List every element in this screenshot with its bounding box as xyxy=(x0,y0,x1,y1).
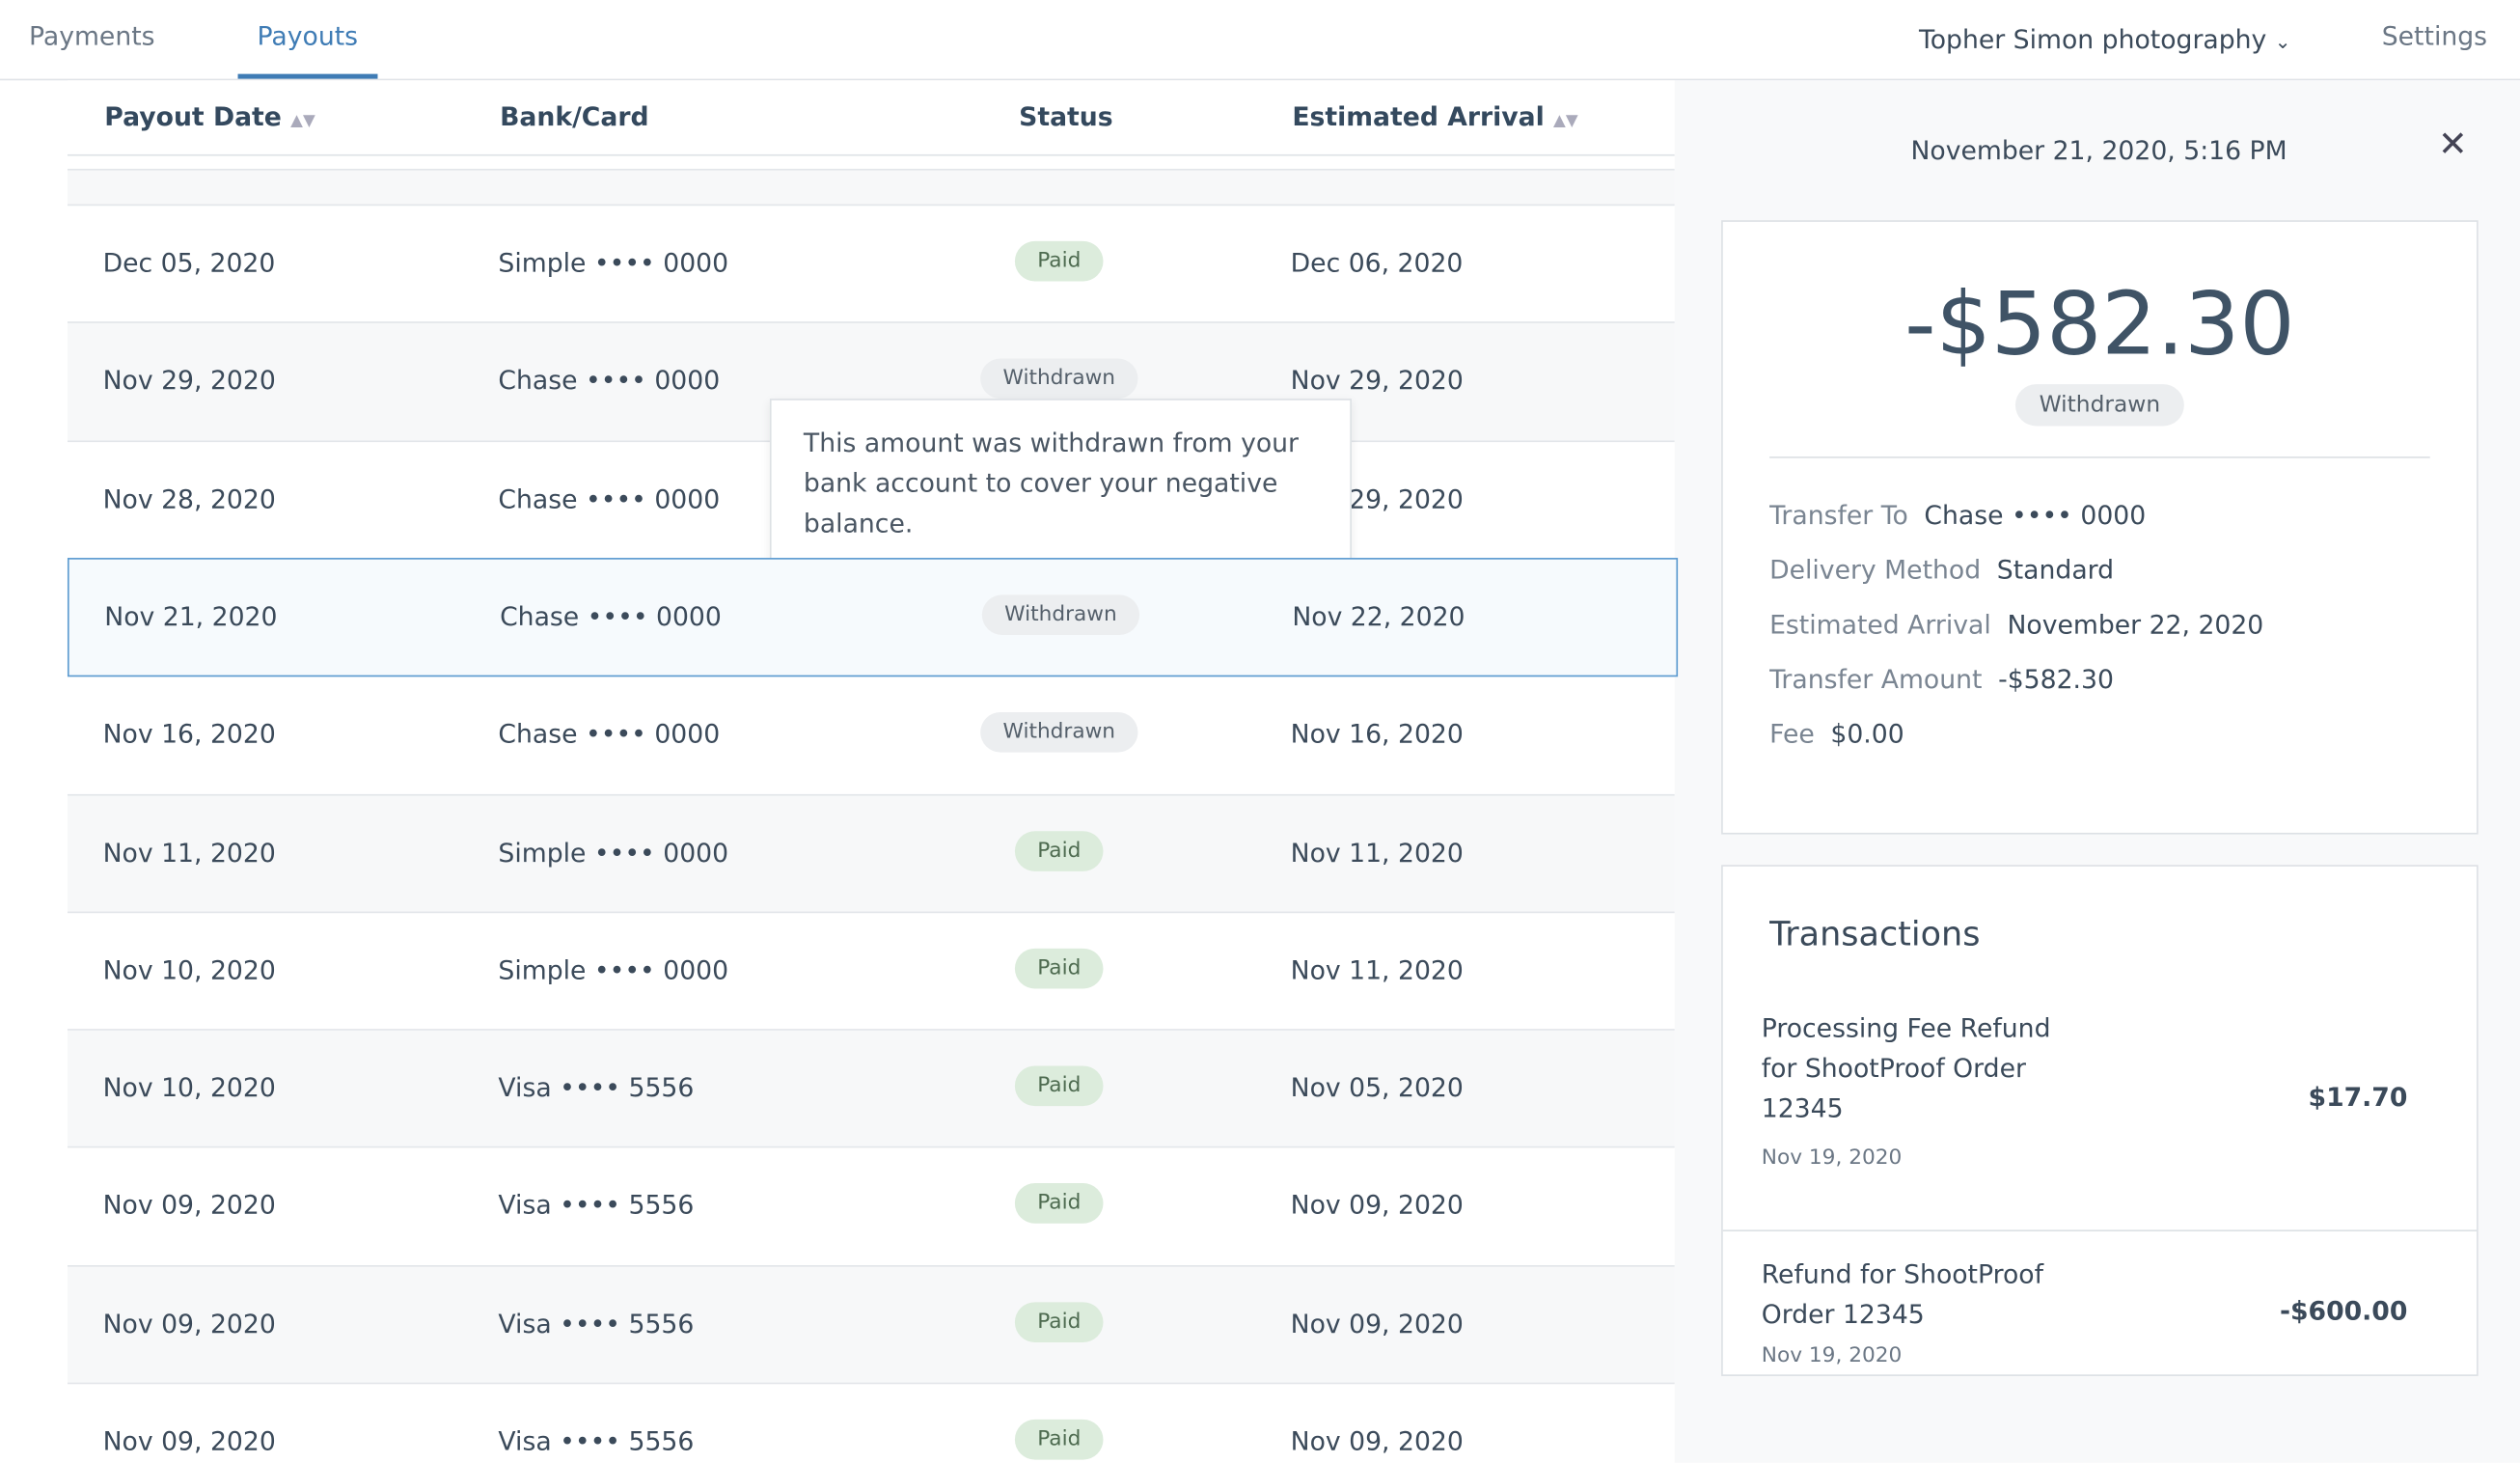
col-header-text: Estimated Arrival xyxy=(1292,100,1545,132)
field-value: November 22, 2020 xyxy=(2007,609,2264,640)
field-label: Delivery Method xyxy=(1769,554,1982,586)
table-row[interactable]: Nov 11, 2020 Simple •••• 0000 Paid Nov 11, … xyxy=(67,793,1675,913)
field-label: Fee xyxy=(1769,718,1815,750)
transaction-description: Refund for ShootProof Order 12345 xyxy=(1761,1258,2043,1330)
table-row[interactable]: Nov 09, 2020 Visa •••• 5556 Paid Nov 09, 20… xyxy=(67,1264,1675,1384)
bank-card: Chase •••• 0000 xyxy=(498,483,721,514)
bank-card: Chase •••• 0000 xyxy=(498,365,721,397)
payout-date: Dec 05, 2020 xyxy=(102,247,276,279)
tooltip: This amount was withdrawn from your bank… xyxy=(769,399,1352,573)
arrival-date: Nov 09, 2020 xyxy=(1290,1308,1464,1339)
status-badge: Paid xyxy=(1014,1065,1104,1107)
field-value: $0.00 xyxy=(1830,718,1904,750)
arrival-date: Nov 11, 2020 xyxy=(1290,837,1464,868)
account-name: Topher Simon photography xyxy=(1918,23,2267,55)
payout-date: Nov 10, 2020 xyxy=(102,1072,276,1103)
detail-status: Withdrawn xyxy=(2014,384,2185,427)
status-badge: Paid xyxy=(1014,948,1104,989)
payout-date: Nov 09, 2020 xyxy=(102,1190,276,1222)
col-header[interactable]: Payout Date ▲▼ xyxy=(104,100,315,132)
bank-card: Visa •••• 5556 xyxy=(498,1308,695,1339)
arrival-date: Nov 09, 2020 xyxy=(1290,1190,1464,1222)
tab[interactable]: Payments xyxy=(28,20,155,52)
status-badge: Paid xyxy=(1014,1419,1104,1460)
transaction-amount: -$600.00 xyxy=(2279,1295,2408,1327)
transactions-card: Transactions Processing Fee Refund for S… xyxy=(1721,865,2479,1376)
detail-date: November 21, 2020, 5:16 PM xyxy=(1910,134,2287,166)
divider xyxy=(1769,456,2430,458)
bank-card: Simple •••• 0000 xyxy=(498,837,729,868)
tab-active[interactable]: Payouts xyxy=(257,20,359,52)
nav-divider xyxy=(0,78,2520,81)
detail-field: Fee $0.00 xyxy=(1769,719,2477,751)
summary-card: -$582.30 Withdrawn Transfer To Chase ••••… xyxy=(1721,220,2479,835)
table-row[interactable]: Nov 10, 2020 Simple •••• 0000 Paid Nov 11, … xyxy=(67,911,1675,1031)
payout-date: Nov 29, 2020 xyxy=(102,365,276,397)
detail-amount: -$582.30 xyxy=(1904,273,2295,375)
arrival-date: Nov 09, 2020 xyxy=(1290,1425,1464,1457)
col-header: Status xyxy=(1019,100,1113,132)
payout-date: Nov 10, 2020 xyxy=(102,954,276,985)
status-badge: Withdrawn xyxy=(981,594,1140,635)
bank-card: Visa •••• 5556 xyxy=(498,1072,695,1103)
transaction-description: Processing Fee Refund for ShootProof Ord… xyxy=(1761,1012,2051,1124)
detail-field: Estimated Arrival November 22, 2020 xyxy=(1769,609,2477,641)
bank-card: Chase •••• 0000 xyxy=(498,718,721,750)
col-header[interactable]: Estimated Arrival ▲▼ xyxy=(1292,100,1578,132)
status-badge: Paid xyxy=(1014,240,1104,282)
field-label: Transfer Amount xyxy=(1769,663,1983,695)
transaction: Refund for ShootProof Order 12345 Nov 19,… xyxy=(1722,1229,2478,1405)
detail-field: Delivery Method Standard xyxy=(1769,555,2477,587)
table-row[interactable]: Nov 10, 2020 Visa •••• 5556 Paid Nov 05, 20… xyxy=(67,1029,1675,1148)
status-badge: Withdrawn xyxy=(980,712,1138,753)
col-header-text: Payout Date xyxy=(104,100,282,132)
payout-date: Nov 09, 2020 xyxy=(102,1308,276,1339)
table-row[interactable]: Nov 21, 2020 Chase •••• 0000 Withdrawn Nov … xyxy=(67,557,1679,677)
close-button[interactable]: ✕ xyxy=(2438,124,2468,166)
arrival-date: Dec 06, 2020 xyxy=(1290,247,1464,279)
table-header xyxy=(67,80,1675,156)
bank-card: Visa •••• 5556 xyxy=(498,1190,695,1222)
transaction-amount: $17.70 xyxy=(2308,1082,2408,1113)
field-value: Chase •••• 0000 xyxy=(1924,500,2147,531)
status-badge: Paid xyxy=(1014,1183,1104,1225)
col-header: Bank/Card xyxy=(500,100,649,132)
status-badge: Paid xyxy=(1014,1301,1104,1342)
payout-table: Dec 05, 2020 Simple •••• 0000 Paid Dec 06, … xyxy=(0,80,1679,1463)
table-row[interactable]: Nov 16, 2020 Chase •••• 0000 Withdrawn Nov … xyxy=(67,675,1675,795)
detail-field: Transfer To Chase •••• 0000 xyxy=(1769,500,2477,532)
settings-link[interactable]: Settings xyxy=(2381,20,2488,52)
transaction-date: Nov 19, 2020 xyxy=(1761,1343,1903,1368)
detail-field: Transfer Amount -$582.30 xyxy=(1769,664,2477,696)
status-badge: Paid xyxy=(1014,830,1104,871)
payout-date: Nov 11, 2020 xyxy=(102,837,276,868)
bank-card: Chase •••• 0000 xyxy=(500,600,722,632)
field-label: Estimated Arrival xyxy=(1769,609,1991,640)
payout-date: Nov 21, 2020 xyxy=(104,600,278,632)
bank-card: Simple •••• 0000 xyxy=(498,247,729,279)
status-badge: Withdrawn xyxy=(980,358,1138,400)
arrival-date: Nov 05, 2020 xyxy=(1290,1072,1464,1103)
field-value: Standard xyxy=(1996,554,2115,586)
transaction: Processing Fee Refund for ShootProof Ord… xyxy=(1723,1008,2477,1201)
field-label: Transfer To xyxy=(1769,500,1908,531)
tab-underline xyxy=(237,73,378,79)
bank-card: Visa •••• 5556 xyxy=(498,1425,695,1457)
payout-date: Nov 09, 2020 xyxy=(102,1425,276,1457)
table-row[interactable]: Nov 09, 2020 Visa •••• 5556 Paid Nov 09, 20… xyxy=(67,1382,1675,1463)
payout-date: Nov 16, 2020 xyxy=(102,718,276,750)
arrival-date: Nov 11, 2020 xyxy=(1290,954,1464,985)
arrival-date: Nov 16, 2020 xyxy=(1290,718,1464,750)
account-menu[interactable]: Topher Simon photography ⌄ xyxy=(1918,23,2291,55)
table-row[interactable]: Nov 09, 2020 Visa •••• 5556 Paid Nov 09, 20… xyxy=(67,1146,1675,1266)
bank-card: Simple •••• 0000 xyxy=(498,954,729,985)
arrival-date: Nov 29, 2020 xyxy=(1290,365,1464,397)
table-row[interactable]: Dec 05, 2020 Simple •••• 0000 Paid Dec 06, … xyxy=(67,204,1675,323)
payout-date: Nov 28, 2020 xyxy=(102,483,276,514)
transaction-date: Nov 19, 2020 xyxy=(1761,1146,1903,1171)
transactions-title: Transactions xyxy=(1769,914,1981,953)
field-value: -$582.30 xyxy=(1998,663,2114,695)
arrival-date: Nov 22, 2020 xyxy=(1292,600,1465,632)
